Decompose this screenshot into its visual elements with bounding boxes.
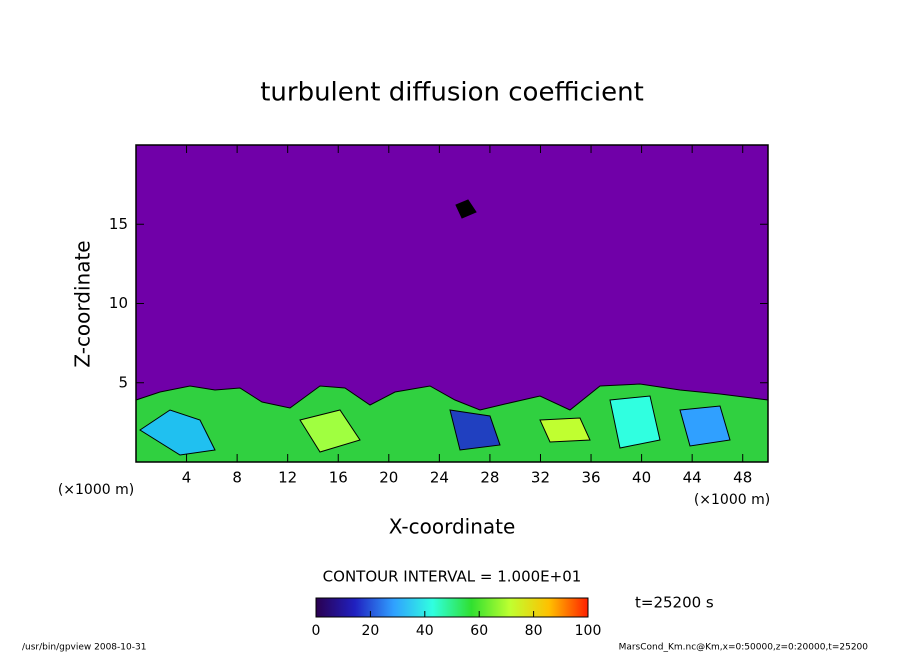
x-tick-label: 44	[683, 469, 702, 487]
x-tick-label: 28	[480, 469, 499, 487]
colorbar-tick-label: 100	[575, 623, 602, 639]
time-label: t=25200 s	[635, 594, 714, 612]
colorbar	[315, 597, 589, 618]
x-tick-label: 8	[232, 469, 242, 487]
y-tick-label: 15	[109, 215, 128, 233]
x-tick-label: 36	[581, 469, 600, 487]
turbulent-layer	[135, 199, 769, 463]
colorbar-tick-label: 0	[312, 623, 321, 639]
colorbar-tick-label: 80	[525, 623, 543, 639]
x-tick-label: 12	[278, 469, 297, 487]
x-axis-label: X-coordinate	[389, 515, 516, 539]
y-units: (×1000 m)	[694, 492, 770, 508]
y-tick-label: 10	[109, 294, 128, 312]
y-axis-label: Z-coordinate	[71, 240, 95, 367]
footer-left: /usr/bin/gpview 2008-10-31	[22, 643, 146, 653]
x-tick-label: 16	[329, 469, 348, 487]
x-tick-label: 40	[632, 469, 651, 487]
footer-right: MarsCond_Km.nc@Km,x=0:50000,z=0:20000,t=…	[619, 643, 869, 653]
x-tick-label: 4	[182, 469, 192, 487]
colorbar-tick-label: 60	[470, 623, 488, 639]
x-tick-label: 24	[430, 469, 449, 487]
chart-title: turbulent diffusion coefficient	[260, 78, 644, 108]
x-tick-label: 20	[379, 469, 398, 487]
x-tick-label: 48	[733, 469, 752, 487]
contour-interval: CONTOUR INTERVAL = 1.000E+01	[323, 568, 582, 586]
x-units: (×1000 m)	[58, 482, 134, 498]
y-tick-label: 5	[118, 373, 128, 391]
colorbar-tick-label: 20	[361, 623, 379, 639]
x-tick-label: 32	[531, 469, 550, 487]
colorbar-tick-label: 40	[416, 623, 434, 639]
